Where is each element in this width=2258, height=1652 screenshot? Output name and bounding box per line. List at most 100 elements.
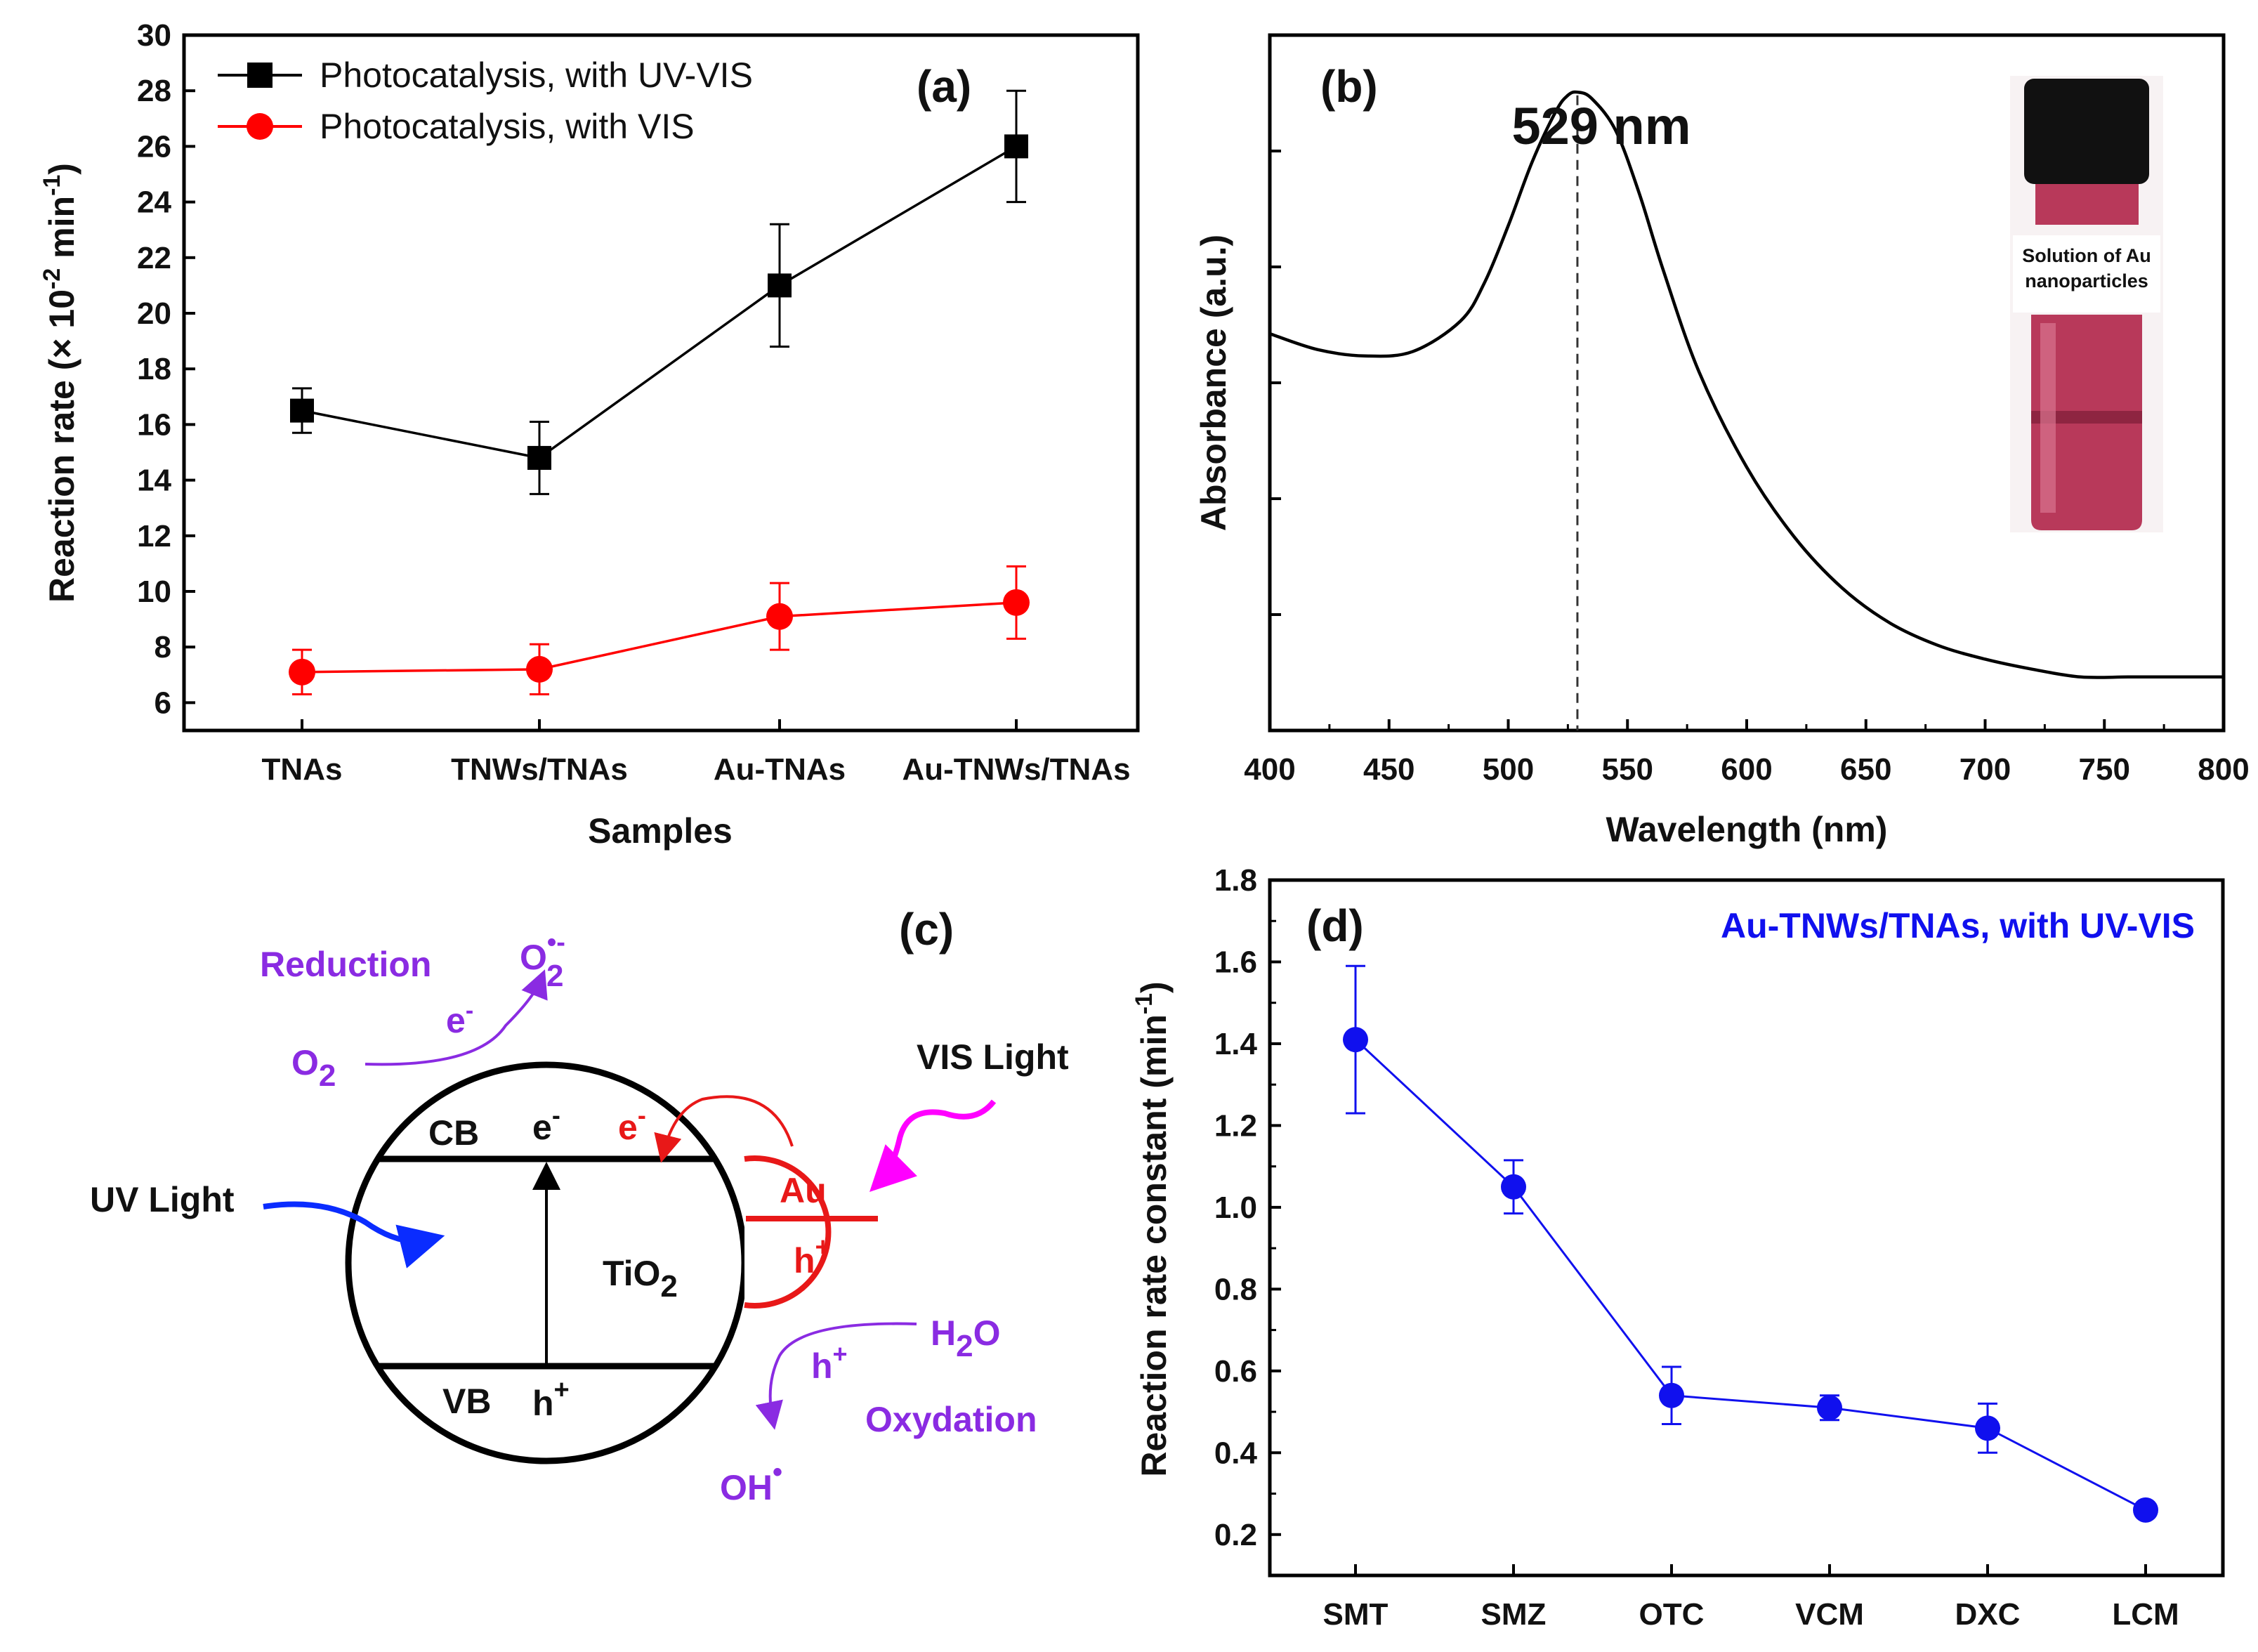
x-tick-label: Au-TNAs	[714, 752, 846, 787]
vial-neck	[2035, 184, 2139, 225]
panel-b-label: (b)	[1320, 61, 1378, 112]
panel-d: 0.2 0.4 0.6 0.8 1.0 1.2 1.4 1.6 1.8 SMT SMZ OTC VCM…	[1131, 863, 2225, 1632]
data-point	[768, 273, 792, 298]
panel-d-frame	[1268, 878, 2225, 1578]
data-point	[1501, 1174, 1526, 1200]
y-tick-label: 0.6	[1214, 1354, 1257, 1389]
data-point	[1003, 589, 1030, 616]
y-tick-label: 1.4	[1214, 1027, 1258, 1061]
y-tick-label: 8	[155, 630, 171, 664]
oxidation-arrow	[755, 1322, 917, 1430]
panel-a: 6 8 10 12 14 16 18 20 22 24 26 28 30 TNAs TNWs/TNAs Au…	[39, 18, 1140, 851]
vial-photo: Solution of Au nanoparticles	[2010, 76, 2163, 532]
vial-highlight	[2040, 323, 2056, 513]
y-tick-label: 24	[137, 185, 171, 220]
y-tick-label: 22	[137, 241, 171, 275]
x-tick-label: 450	[1363, 752, 1414, 787]
x-tick-label: Au-TNWs/TNAs	[902, 752, 1130, 787]
data-point	[1004, 134, 1028, 159]
x-tick-label: 500	[1483, 752, 1534, 787]
panel-a-label: (a)	[917, 61, 971, 112]
oxydation-label: Oxydation	[865, 1400, 1037, 1439]
panel-b-y-ticks	[1270, 150, 1281, 616]
legend-label-uvvis: Photocatalysis, with UV-VIS	[320, 55, 753, 95]
tio2-label: TiO2	[603, 1254, 678, 1304]
vis-light-arrow	[869, 1099, 997, 1192]
x-tick-label: VCM	[1795, 1597, 1864, 1632]
reduction-arrow	[365, 969, 548, 1066]
panel-b: 400 450 500 550 600 650 700 750 800 Wavelength (…	[1194, 33, 2250, 849]
cb-label: CB	[428, 1113, 479, 1153]
series-line-1	[301, 601, 1017, 674]
vial-caption-band	[2013, 235, 2160, 313]
vial-cap	[2024, 79, 2149, 184]
au-electron-transfer-arrow	[654, 1095, 794, 1163]
y-tick-label: 20	[137, 296, 171, 331]
au-electron-label: e-	[618, 1101, 646, 1147]
x-tick-label: 800	[2198, 752, 2249, 787]
panel-b-x-label: Wavelength (nm)	[1606, 810, 1888, 849]
electron-cb-label: e-	[532, 1101, 560, 1147]
y-tick-label: 1.8	[1214, 863, 1257, 898]
panel-b-plot	[1269, 90, 2224, 730]
data-point	[290, 398, 314, 423]
x-tick-label: LCM	[2112, 1597, 2179, 1632]
peak-label: 529 nm	[1511, 97, 1691, 155]
panel-d-label: (d)	[1306, 900, 1364, 951]
legend-marker-uvvis	[247, 63, 273, 88]
y-tick-label: 0.8	[1214, 1272, 1257, 1306]
hole-vb-label: h+	[532, 1375, 570, 1423]
y-tick-label: 6	[155, 686, 171, 720]
data-point	[766, 603, 793, 630]
x-tick-label: 550	[1602, 752, 1653, 787]
panel-d-x-ticks: SMT SMZ OTC VCM DXC LCM	[1323, 1564, 2179, 1632]
oxygen-label: O2	[291, 1043, 336, 1093]
x-tick-label: TNWs/TNAs	[451, 752, 628, 787]
au-label: Au	[780, 1171, 827, 1210]
panel-a-x-ticks: TNAs TNWs/TNAs Au-TNAs Au-TNWs/TNAs	[262, 719, 1131, 787]
data-point	[1659, 1382, 1684, 1408]
y-tick-label: 1.0	[1214, 1191, 1257, 1225]
vial-caption-line2: nanoparticles	[2025, 270, 2148, 291]
panel-a-y-ticks: 6 8 10 12 14 16 18 20 22 24 26 28 30	[137, 18, 195, 720]
x-tick-label: SMT	[1323, 1597, 1389, 1632]
uv-light-arrow	[263, 1201, 445, 1268]
y-tick-label: 0.4	[1214, 1436, 1258, 1470]
absorbance-spectrum-line	[1269, 90, 2224, 679]
y-tick-label: 1.2	[1214, 1108, 1257, 1143]
panel-a-plot	[289, 89, 1030, 696]
panel-d-title: Au-TNWs/TNAs, with UV-VIS	[1721, 906, 2195, 945]
water-label: H2O	[931, 1313, 1001, 1363]
x-tick-label: 600	[1721, 752, 1772, 787]
y-tick-label: 26	[137, 129, 171, 164]
reduction-electron-label: e-	[446, 997, 473, 1040]
superoxide-label: O•-2	[520, 928, 565, 993]
y-tick-label: 0.2	[1214, 1518, 1257, 1552]
reduction-label: Reduction	[260, 945, 431, 984]
x-tick-label: 650	[1840, 752, 1891, 787]
vb-label: VB	[442, 1382, 491, 1421]
panel-a-y-label: Reaction rate (× 10-2 min-1)	[39, 163, 81, 603]
data-point	[289, 658, 315, 686]
y-tick-label: 30	[137, 18, 171, 53]
data-point	[1817, 1395, 1842, 1421]
x-tick-label: SMZ	[1481, 1597, 1547, 1632]
x-tick-label: DXC	[1955, 1597, 2021, 1632]
panel-d-plot	[1343, 964, 2158, 1523]
x-tick-label: TNAs	[262, 752, 343, 787]
legend-label-vis: Photocatalysis, with VIS	[320, 107, 695, 146]
data-point	[1975, 1415, 2000, 1441]
y-tick-label: 16	[137, 407, 171, 442]
au-particle	[744, 1155, 832, 1309]
panel-c: (c) CB VB e- h+ TiO2 Au h+ e- Reduction …	[90, 904, 1069, 1507]
au-hole-label: h+	[794, 1233, 831, 1280]
y-tick-label: 28	[137, 74, 171, 108]
y-tick-label: 18	[137, 352, 171, 386]
data-point	[2133, 1497, 2158, 1523]
data-point	[526, 655, 553, 683]
panel-c-label: (c)	[899, 904, 954, 955]
panel-b-y-label: Absorbance (a.u.)	[1194, 235, 1233, 531]
x-tick-label: OTC	[1639, 1597, 1705, 1632]
vial-meniscus	[2031, 411, 2142, 424]
vis-light-label: VIS Light	[917, 1037, 1069, 1077]
